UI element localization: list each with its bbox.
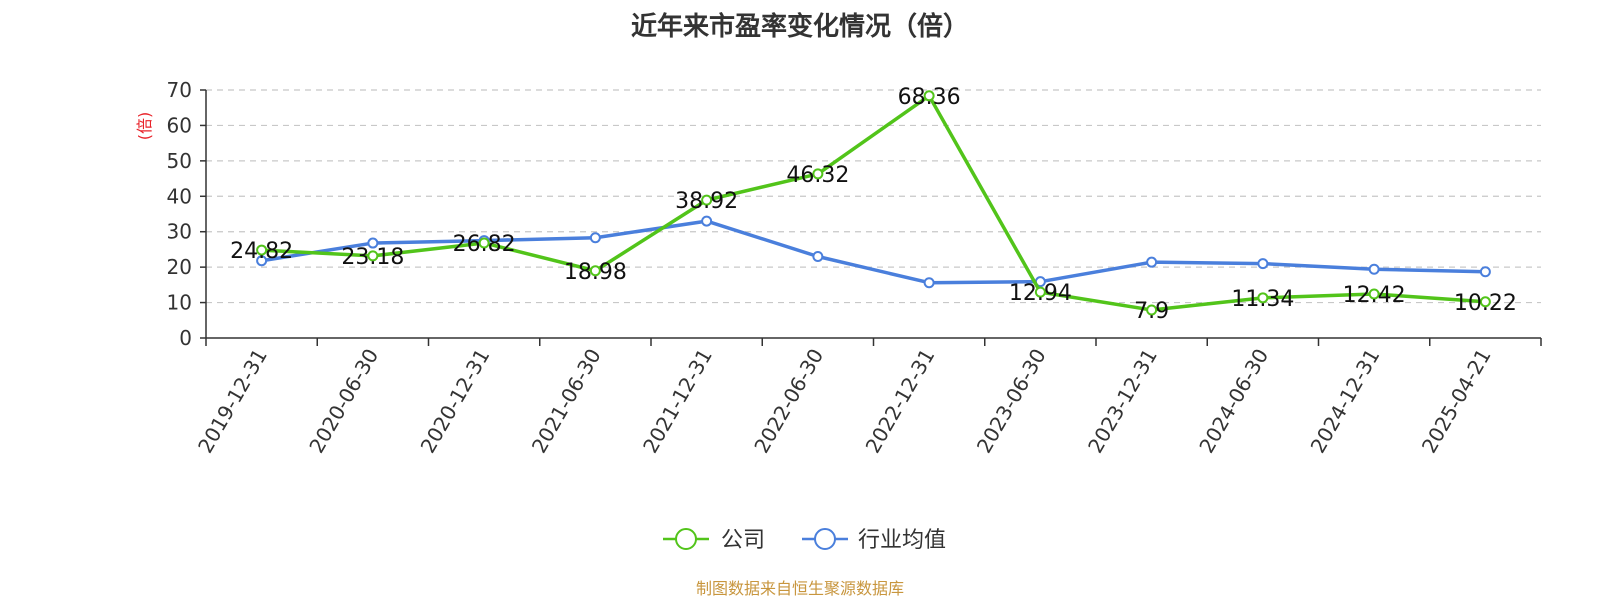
legend-label: 公司 [721,528,765,553]
industry-data-point [1257,258,1269,270]
chart-title: 近年来市盈率变化情况（倍） [631,11,969,42]
company-data-point [923,90,935,102]
company-data-label: 10.22 [1454,291,1517,316]
legend-marker-icon [814,528,836,550]
company-data-point [1257,292,1269,304]
series-line-company [261,94,1486,312]
company-data-point [812,168,824,180]
company-data-label: 26.82 [453,232,516,257]
company-data-point [256,244,268,256]
x-tick-label: 2019-12-31 [193,345,272,458]
x-tick-label: 2024-12-31 [1306,345,1385,458]
company-data-label: 23.18 [341,245,404,270]
y-axis-unit-label: (倍) [135,112,154,141]
y-tick-label: 20 [167,255,192,279]
company-data-point [1479,296,1491,308]
company-data-point [701,194,713,206]
y-tick-label: 50 [167,149,192,173]
legend-item-company[interactable]: 公司 [663,528,765,553]
x-tick-label: 2021-12-31 [638,345,717,458]
y-tick-label: 10 [167,291,192,315]
company-data-label: 7.9 [1134,299,1169,324]
company-data-point [1034,286,1046,298]
legend-label: 行业均值 [858,528,946,553]
industry-data-point [701,215,713,227]
company-data-point [478,237,490,249]
company-data-label: 24.82 [230,239,293,264]
industry-data-point [1368,263,1380,275]
series-line-industry-average [261,219,1486,285]
company-data-point [367,250,379,262]
y-tick-label: 60 [167,113,192,137]
legend-marker-icon [675,528,697,550]
y-tick-label: 40 [167,184,192,208]
company-data-label: 12.42 [1343,283,1406,308]
industry-data-point [1479,266,1491,278]
legend: 公司 行业均值 [663,528,946,553]
company-data-label: 12.94 [1009,281,1072,306]
y-tick-label: 0 [179,326,192,350]
industry-data-point [589,232,601,244]
industry-data-point [367,237,379,249]
x-tick-label: 2022-06-30 [749,345,828,458]
source-note: 制图数据来自恒生聚源数据库 [696,579,904,598]
y-tick-label: 30 [167,220,192,244]
legend-item-industry-average[interactable]: 行业均值 [802,528,946,553]
company-data-label: 68.36 [898,85,961,110]
industry-data-point [923,277,935,289]
x-tick-label: 2022-12-31 [861,345,940,458]
x-tick-label: 2020-06-30 [304,345,383,458]
company-data-label: 46.32 [786,163,849,188]
x-tick-label: 2025-04-21 [1417,345,1496,458]
x-tick-label: 2021-06-30 [527,345,606,458]
x-tick-label: 2023-06-30 [972,345,1051,458]
company-data-point [1146,304,1158,316]
data-labels: 24.82 23.18 26.82 18.98 38.92 46.32 68.36 12.94… [230,85,1517,324]
industry-data-point [1146,256,1158,268]
company-data-point [589,265,601,277]
company-data-point [1368,288,1380,300]
company-data-label: 11.34 [1231,287,1294,312]
x-tick-label: 2024-06-30 [1194,345,1273,458]
x-tick-label: 2023-12-31 [1083,345,1162,458]
y-tick-label: 70 [167,78,192,102]
x-tick-label: 2020-12-31 [416,345,495,458]
industry-data-point [256,255,268,267]
industry-data-point [812,251,824,263]
series-lines [256,90,1491,316]
company-data-label: 18.98 [564,260,627,285]
company-data-label: 38.92 [675,189,738,214]
